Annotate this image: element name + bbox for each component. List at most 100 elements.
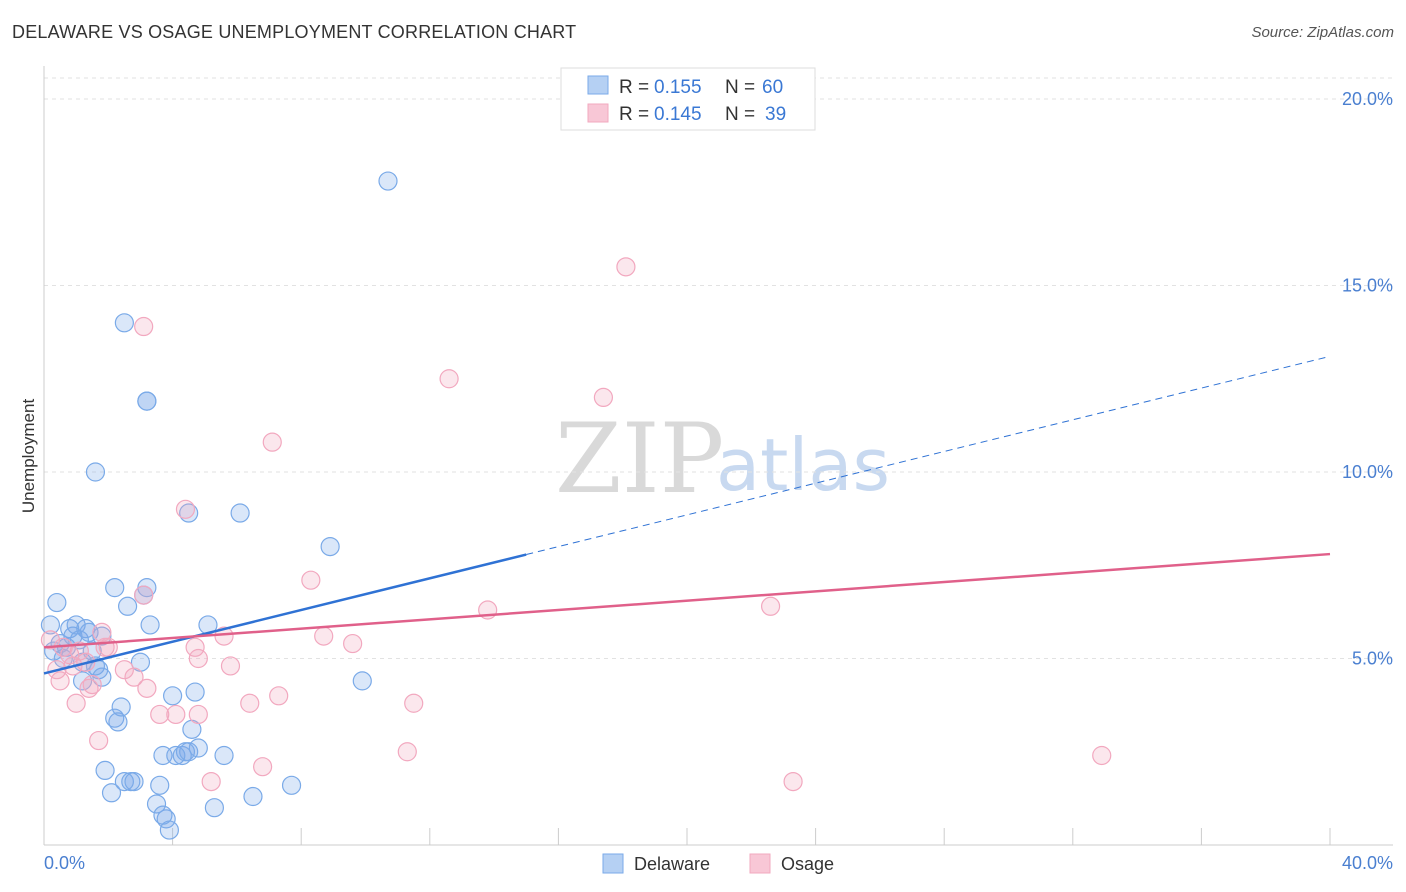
correlation-legend: R = 0.155 N = 60 R = 0.145 N = 39 [560, 67, 816, 131]
legend-n-label-osage: N = [725, 104, 755, 125]
delaware-point [114, 771, 134, 792]
delaware-point [137, 391, 157, 411]
osage-point [69, 641, 89, 661]
delaware-point [179, 503, 199, 523]
series-legend: Delaware Osage [602, 853, 834, 874]
osage-point [760, 596, 781, 616]
osage-point [314, 626, 334, 646]
bottom-legend-swatch-osage [749, 853, 771, 874]
y-axis-label: Unemployment [19, 399, 38, 514]
delaware-point [204, 798, 224, 818]
delaware-point [47, 592, 67, 613]
osage-point [269, 686, 289, 706]
x-tick-label-min: 0.0% [44, 853, 85, 873]
bottom-legend-label-delaware: Delaware [634, 854, 710, 874]
delaware-point [179, 742, 199, 762]
watermark-atlas: atlas [716, 423, 890, 507]
osage-point [134, 585, 154, 605]
watermark-zip: ZIP [555, 403, 724, 515]
delaware-point [85, 462, 106, 482]
delaware-point [95, 760, 115, 781]
osage-point [188, 648, 208, 669]
delaware-point [40, 615, 61, 635]
delaware-point [243, 786, 263, 807]
delaware-point [188, 738, 208, 758]
y-tick-label: 15.0% [1342, 276, 1393, 296]
osage-point [1092, 745, 1112, 766]
delaware-point [140, 615, 160, 635]
legend-r-label-osage: R = [619, 104, 649, 125]
delaware-point [320, 536, 340, 557]
delaware-point [185, 682, 205, 702]
osage-point [166, 704, 186, 725]
delaware-point [214, 745, 234, 766]
osage-point [616, 257, 636, 277]
osage-point [404, 693, 424, 713]
delaware-point [281, 775, 302, 795]
delaware-point [111, 697, 131, 717]
y-tick-label: 5.0% [1352, 649, 1393, 669]
osage-point [175, 499, 196, 519]
osage-point [301, 570, 321, 590]
bottom-legend-label-osage: Osage [781, 854, 834, 874]
delaware-point [163, 686, 183, 706]
delaware-point [72, 671, 93, 691]
axes [43, 66, 1393, 846]
delaware-point [92, 667, 112, 687]
delaware-point [114, 313, 134, 333]
delaware-point [101, 783, 122, 803]
osage-point [50, 671, 70, 691]
osage-points [40, 257, 1112, 792]
osage-point [253, 757, 273, 777]
bottom-legend-swatch-delaware [602, 853, 624, 874]
osage-point [220, 656, 241, 676]
osage-point [124, 667, 144, 687]
y-tick-label: 20.0% [1342, 89, 1393, 109]
legend-n-value-osage: 39 [765, 104, 786, 125]
delaware-point [378, 171, 398, 191]
source-label: Source: ZipAtlas.com [1251, 24, 1394, 41]
delaware-point [108, 712, 128, 732]
delaware-trend-extension [526, 355, 1331, 556]
legend-r-value-osage: 0.145 [654, 104, 702, 125]
chart-title: DELAWARE VS OSAGE UNEMPLOYMENT CORRELATI… [12, 22, 577, 42]
osage-point [137, 678, 157, 698]
osage-point [397, 742, 417, 762]
delaware-points [40, 171, 398, 840]
osage-point [593, 387, 614, 407]
delaware-point [76, 619, 96, 639]
gridlines [44, 77, 1393, 659]
delaware-point [146, 794, 167, 814]
legend-r-value-delaware: 0.155 [654, 77, 702, 98]
delaware-point [156, 809, 176, 829]
osage-point [79, 678, 99, 698]
osage-point [185, 637, 205, 657]
delaware-trend-line [43, 553, 527, 675]
delaware-point [124, 771, 144, 792]
y-tick-label: 10.0% [1342, 462, 1393, 482]
osage-point [89, 730, 109, 751]
legend-n-label-delaware: N = [725, 77, 755, 98]
osage-point [66, 693, 86, 713]
osage-point [783, 771, 803, 792]
delaware-point [352, 671, 372, 691]
osage-point [343, 633, 363, 654]
legend-r-label-delaware: R = [619, 77, 649, 98]
osage-point [150, 704, 170, 725]
osage-point [240, 693, 260, 713]
delaware-point [105, 708, 125, 728]
delaware-point [150, 775, 170, 795]
delaware-point [117, 596, 138, 616]
x-tick-label-max: 40.0% [1342, 853, 1393, 873]
osage-point [439, 369, 459, 389]
osage-trend-line [43, 552, 1331, 649]
legend-swatch-osage [587, 103, 609, 123]
osage-point [82, 675, 102, 695]
osage-point [201, 771, 221, 792]
y-tick-labels: 5.0% 10.0% 15.0% 20.0% [1342, 89, 1393, 669]
osage-point [262, 432, 282, 452]
osage-point [134, 316, 154, 337]
legend-swatch-delaware [587, 75, 609, 95]
osage-point [188, 704, 208, 725]
